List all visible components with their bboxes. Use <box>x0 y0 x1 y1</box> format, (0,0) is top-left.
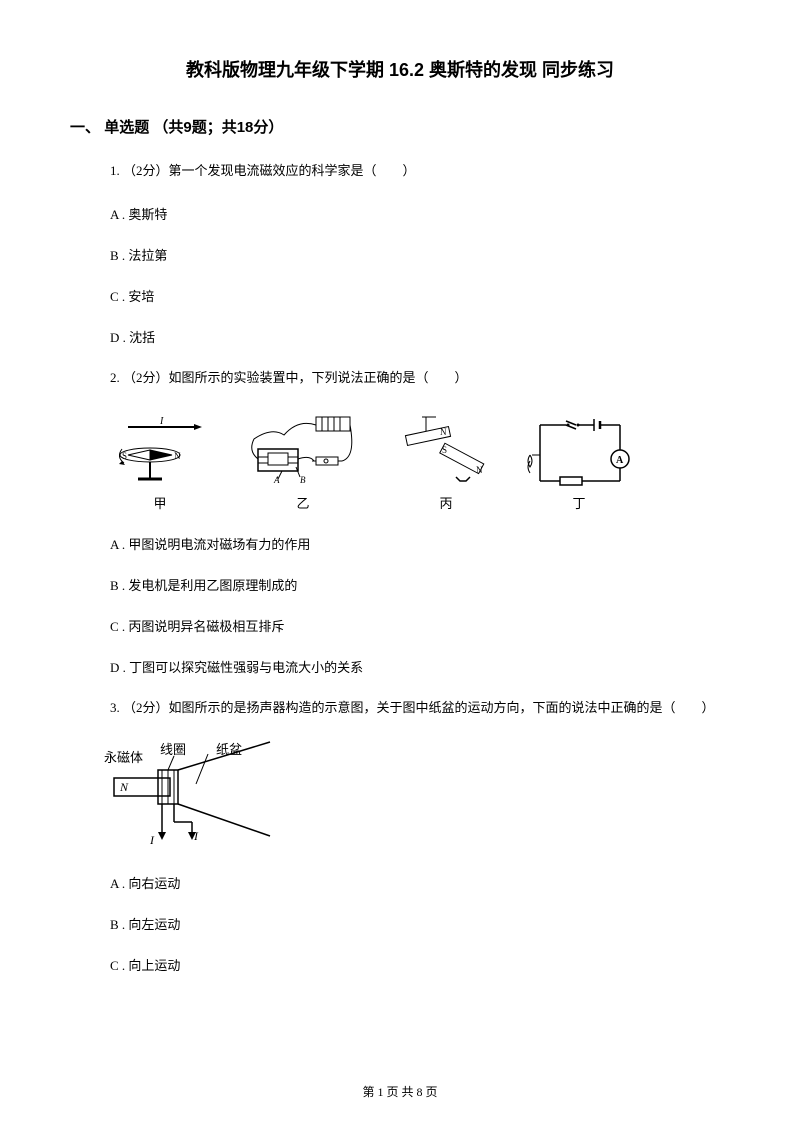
q3-stem: 3. （2分）如图所示的是扬声器构造的示意图，关于图中纸盆的运动方向，下面的说法… <box>110 698 730 719</box>
svg-text:I: I <box>149 833 155 847</box>
section-name: 单选题 <box>104 119 149 136</box>
q1-option-a: A . 奥斯特 <box>110 204 730 223</box>
q1-option-d: D . 沈括 <box>110 327 730 346</box>
svg-text:I: I <box>159 416 164 427</box>
label-coil: 线圈 <box>160 742 186 757</box>
q2-figures: I S N 甲 <box>110 411 730 512</box>
figure-yi-label: 乙 <box>296 493 309 512</box>
svg-text:N: N <box>174 451 181 461</box>
figure-ding-label: 丁 <box>572 493 585 512</box>
page-footer: 第 1 页 共 8 页 <box>0 1083 800 1100</box>
q1-stem: 1. （2分）第一个发现电流磁效应的科学家是（ ） <box>110 161 730 182</box>
page-title: 教科版物理九年级下学期 16.2 奥斯特的发现 同步练习 <box>70 56 730 82</box>
q1-option-c: C . 安培 <box>110 286 730 305</box>
motor-setup-icon: A B <box>238 411 368 493</box>
magnets-repel-icon: N S N <box>396 411 496 493</box>
circuit-ammeter-icon: A <box>524 411 634 493</box>
svg-text:B: B <box>300 475 306 485</box>
svg-text:S: S <box>122 451 127 461</box>
section-header: 一、 单选题 （共9题；共18分） <box>70 116 730 137</box>
svg-text:N: N <box>440 427 447 437</box>
svg-text:S: S <box>442 445 447 455</box>
figure-ding: A 丁 <box>524 411 634 512</box>
section-info: （共9题；共18分） <box>153 119 283 136</box>
figure-yi: A B 乙 <box>238 411 368 512</box>
svg-text:A: A <box>616 455 624 466</box>
q3-option-b: B . 向左运动 <box>110 914 730 933</box>
figure-bing-label: 丙 <box>439 493 452 512</box>
figure-jia: I S N 甲 <box>110 415 210 512</box>
svg-text:I: I <box>193 829 199 843</box>
figure-jia-label: 甲 <box>153 493 166 512</box>
figure-bing: N S N 丙 <box>396 411 496 512</box>
q2-option-a: A . 甲图说明电流对磁场有力的作用 <box>110 534 730 553</box>
label-magnet: 永磁体 <box>104 750 143 765</box>
section-number: 一、 <box>70 119 100 136</box>
oersted-compass-icon: I S N <box>110 415 210 493</box>
svg-text:N: N <box>476 465 483 475</box>
speaker-diagram-icon: 永磁体 线圈 纸盆 N I I <box>100 740 280 850</box>
q3-option-c: C . 向上运动 <box>110 955 730 974</box>
q1-option-b: B . 法拉第 <box>110 245 730 264</box>
q2-option-d: D . 丁图可以探究磁性强弱与电流大小的关系 <box>110 657 730 676</box>
q3-figure: 永磁体 线圈 纸盆 N I I <box>100 740 730 855</box>
q2-option-b: B . 发电机是利用乙图原理制成的 <box>110 575 730 594</box>
label-n: N <box>119 780 129 794</box>
q2-stem: 2. （2分）如图所示的实验装置中，下列说法正确的是（ ） <box>110 368 730 389</box>
q2-option-c: C . 丙图说明异名磁极相互排斥 <box>110 616 730 635</box>
q3-option-a: A . 向右运动 <box>110 873 730 892</box>
